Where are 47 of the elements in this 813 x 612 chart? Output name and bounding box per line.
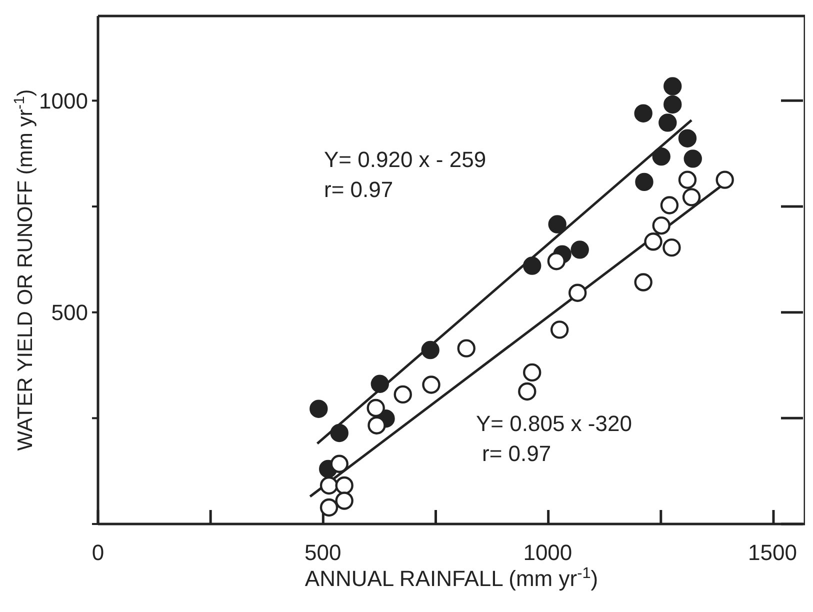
point xyxy=(523,256,542,275)
point xyxy=(684,150,702,168)
point xyxy=(682,188,701,206)
point xyxy=(652,216,670,235)
x-tick-label: 0 xyxy=(92,540,104,565)
point xyxy=(716,170,734,189)
annotation: r= 0.97 xyxy=(482,441,552,466)
point xyxy=(548,215,566,234)
point xyxy=(658,114,677,132)
point xyxy=(568,284,587,302)
point xyxy=(366,398,385,418)
point xyxy=(518,382,536,401)
point xyxy=(320,476,338,495)
point xyxy=(634,273,652,292)
point xyxy=(330,454,348,473)
point xyxy=(457,339,476,358)
point xyxy=(662,238,681,257)
point xyxy=(660,196,679,214)
point xyxy=(422,376,440,394)
x-tick-label: 1500 xyxy=(748,540,797,565)
annotation: r= 0.97 xyxy=(324,177,394,202)
point xyxy=(664,95,682,114)
point xyxy=(644,232,662,251)
point xyxy=(634,104,652,122)
point xyxy=(523,363,542,382)
point xyxy=(635,172,654,192)
point xyxy=(370,374,389,393)
point xyxy=(421,340,440,360)
point xyxy=(550,320,569,339)
point xyxy=(678,170,697,189)
x-tick-label: 1000 xyxy=(523,540,572,565)
point xyxy=(320,498,338,517)
point xyxy=(570,240,589,259)
point xyxy=(335,476,354,495)
point xyxy=(335,492,354,510)
point xyxy=(547,252,566,270)
point xyxy=(664,77,682,96)
x-tick-label: 500 xyxy=(304,540,342,565)
annotation: Y= 0.920 x - 259 xyxy=(324,147,486,172)
x-axis-title: ANNUAL RAINFALL (mm yr$^{-1}$) xyxy=(304,564,598,591)
point xyxy=(310,400,328,418)
point xyxy=(678,129,697,148)
point xyxy=(330,424,348,442)
point xyxy=(368,416,386,434)
annotation: Y= 0.805 x -320 xyxy=(476,411,632,436)
point xyxy=(394,385,412,404)
point xyxy=(652,147,670,166)
